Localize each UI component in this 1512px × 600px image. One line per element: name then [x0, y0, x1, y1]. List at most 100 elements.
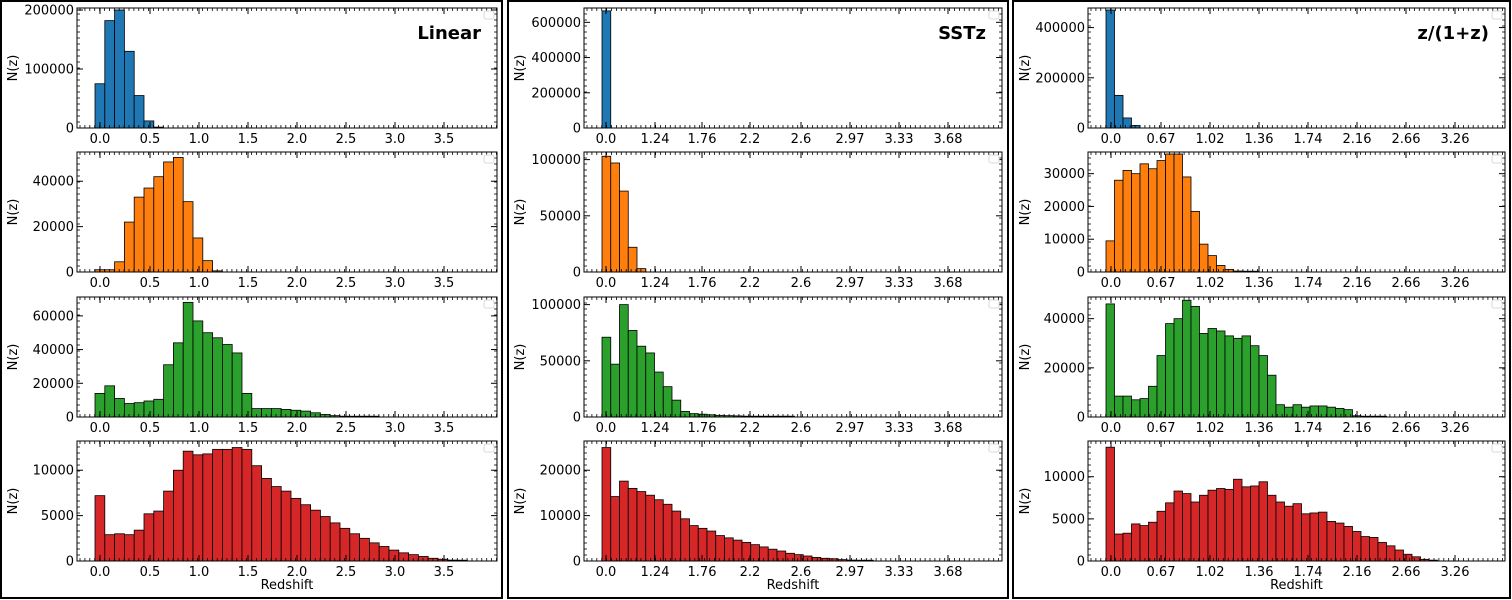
histogram-bar	[280, 490, 292, 562]
y-tick-label: 40000	[1044, 312, 1085, 327]
axes-box	[583, 151, 1003, 273]
y-tick-label: 5000	[1052, 512, 1085, 527]
histogram-bar	[1190, 210, 1200, 273]
histogram-bar	[124, 221, 135, 273]
subplot-1-4: 0.0 0.5 1.0 1.5 2.0 2.5 3.0 3.5 0 5000 10000 N(z)	[6, 440, 498, 580]
histogram-bar	[124, 50, 135, 129]
legend-box	[988, 10, 1000, 20]
x-tick-label: 3.68	[934, 421, 963, 436]
histogram-bar	[1105, 240, 1115, 273]
y-axis-label: N(z)	[513, 199, 528, 226]
x-tick-label: 0.0	[596, 421, 617, 436]
histogram-bar	[1394, 549, 1404, 562]
histogram-bar	[1165, 323, 1175, 418]
histogram-bar	[133, 95, 145, 129]
x-tick-label: 2.2	[740, 565, 761, 580]
histogram-bar	[689, 525, 699, 562]
x-tick-label: 1.24	[641, 132, 670, 147]
x-tick-label: 2.66	[1392, 421, 1421, 436]
x-tick-label: 3.26	[1441, 276, 1470, 291]
x-tick-label: 2.97	[836, 565, 865, 580]
panel-frame-1	[0, 0, 503, 599]
histogram-bar	[192, 454, 204, 562]
y-tick-label: 5000	[41, 509, 74, 524]
histogram-bar	[636, 491, 647, 562]
legend-box	[1491, 443, 1503, 453]
histogram-bar	[671, 510, 682, 562]
y-tick-label: 100000	[531, 298, 581, 313]
x-tick-label: 2.6	[791, 565, 812, 580]
legend-box	[483, 443, 495, 453]
y-axis-label: N(z)	[513, 344, 528, 371]
histogram-bar	[1360, 536, 1370, 562]
histogram-bar	[759, 546, 769, 562]
histogram-bar	[1292, 404, 1302, 418]
y-axis-label: N(z)	[513, 488, 528, 515]
x-tick-label: 3.33	[885, 421, 914, 436]
histogram-bar	[1199, 243, 1209, 273]
x-tick-label: 2.5	[336, 132, 357, 147]
x-tick-label: 3.33	[885, 276, 914, 291]
x-tick-label: 0.0	[1101, 276, 1122, 291]
histogram-bar	[1275, 501, 1285, 562]
histogram-bar	[1131, 399, 1141, 418]
y-tick-label: 400000	[1035, 21, 1085, 36]
x-tick-label: 3.26	[1441, 421, 1470, 436]
panel-title: SSTz	[938, 23, 986, 44]
subplot-3-3: 0.0 0.67 1.02 1.36 1.74 2.16 2.66 3.26 0 20000 400…	[1018, 296, 1506, 436]
histogram-bar	[724, 537, 734, 562]
x-axis-label: Redshift	[1270, 578, 1323, 593]
x-tick-label: 1.24	[641, 421, 670, 436]
histogram-bar	[627, 330, 638, 418]
y-tick-label: 0	[66, 266, 74, 281]
histogram-bar	[1343, 526, 1353, 562]
histogram-bar	[732, 539, 743, 562]
x-tick-label: 2.6	[791, 132, 812, 147]
x-tick-label: 3.68	[934, 565, 963, 580]
y-axis-label: N(z)	[1018, 55, 1033, 82]
histogram-bar	[1173, 490, 1183, 562]
y-tick-label: 0	[66, 555, 74, 570]
histogram-bar	[231, 352, 243, 418]
histogram-bar	[1224, 488, 1234, 562]
x-tick-label: 1.5	[238, 565, 259, 580]
histogram-bar	[163, 490, 174, 562]
y-axis-label: N(z)	[1018, 488, 1033, 515]
x-tick-label: 3.26	[1441, 565, 1470, 580]
histogram-bar	[212, 448, 223, 562]
x-tick-label: 0.5	[140, 565, 161, 580]
histogram-bar	[133, 529, 145, 562]
histogram-bar	[636, 345, 647, 418]
x-tick-label: 1.36	[1245, 565, 1274, 580]
axes-box	[76, 296, 498, 418]
histogram-bar	[182, 301, 194, 418]
x-tick-label: 0.0	[1101, 421, 1122, 436]
histogram-bar	[153, 510, 165, 562]
y-tick-label: 60000	[33, 309, 74, 324]
x-tick-label: 3.0	[385, 565, 406, 580]
histogram-bar	[290, 497, 302, 562]
y-axis-label: N(z)	[6, 344, 21, 371]
histogram-bar	[1250, 345, 1260, 418]
y-axis-label: N(z)	[513, 55, 528, 82]
x-tick-label: 1.0	[189, 132, 210, 147]
histogram-bar	[794, 554, 804, 562]
x-tick-label: 2.0	[287, 132, 308, 147]
subplot-2-3: 0.0 1.24 1.76 2.2 2.6 2.97 3.33 3.68 0 50000 10000…	[513, 296, 1003, 436]
histogram-bar	[104, 534, 116, 562]
histogram-bar	[601, 155, 612, 273]
y-tick-label: 0	[1077, 411, 1085, 426]
histogram-bar	[811, 556, 822, 562]
y-tick-label: 0	[66, 122, 74, 137]
histogram-bar	[310, 509, 321, 562]
x-tick-label: 1.0	[189, 276, 210, 291]
histogram-bar	[94, 83, 106, 129]
legend-box	[483, 154, 495, 164]
histogram-bar	[1224, 335, 1234, 418]
histogram-bar	[202, 453, 214, 562]
histogram-bar	[124, 534, 135, 562]
histogram-bar	[1199, 494, 1209, 562]
histogram-bar	[706, 530, 717, 562]
y-tick-label: 100000	[24, 63, 74, 78]
histogram-bar	[654, 499, 664, 562]
